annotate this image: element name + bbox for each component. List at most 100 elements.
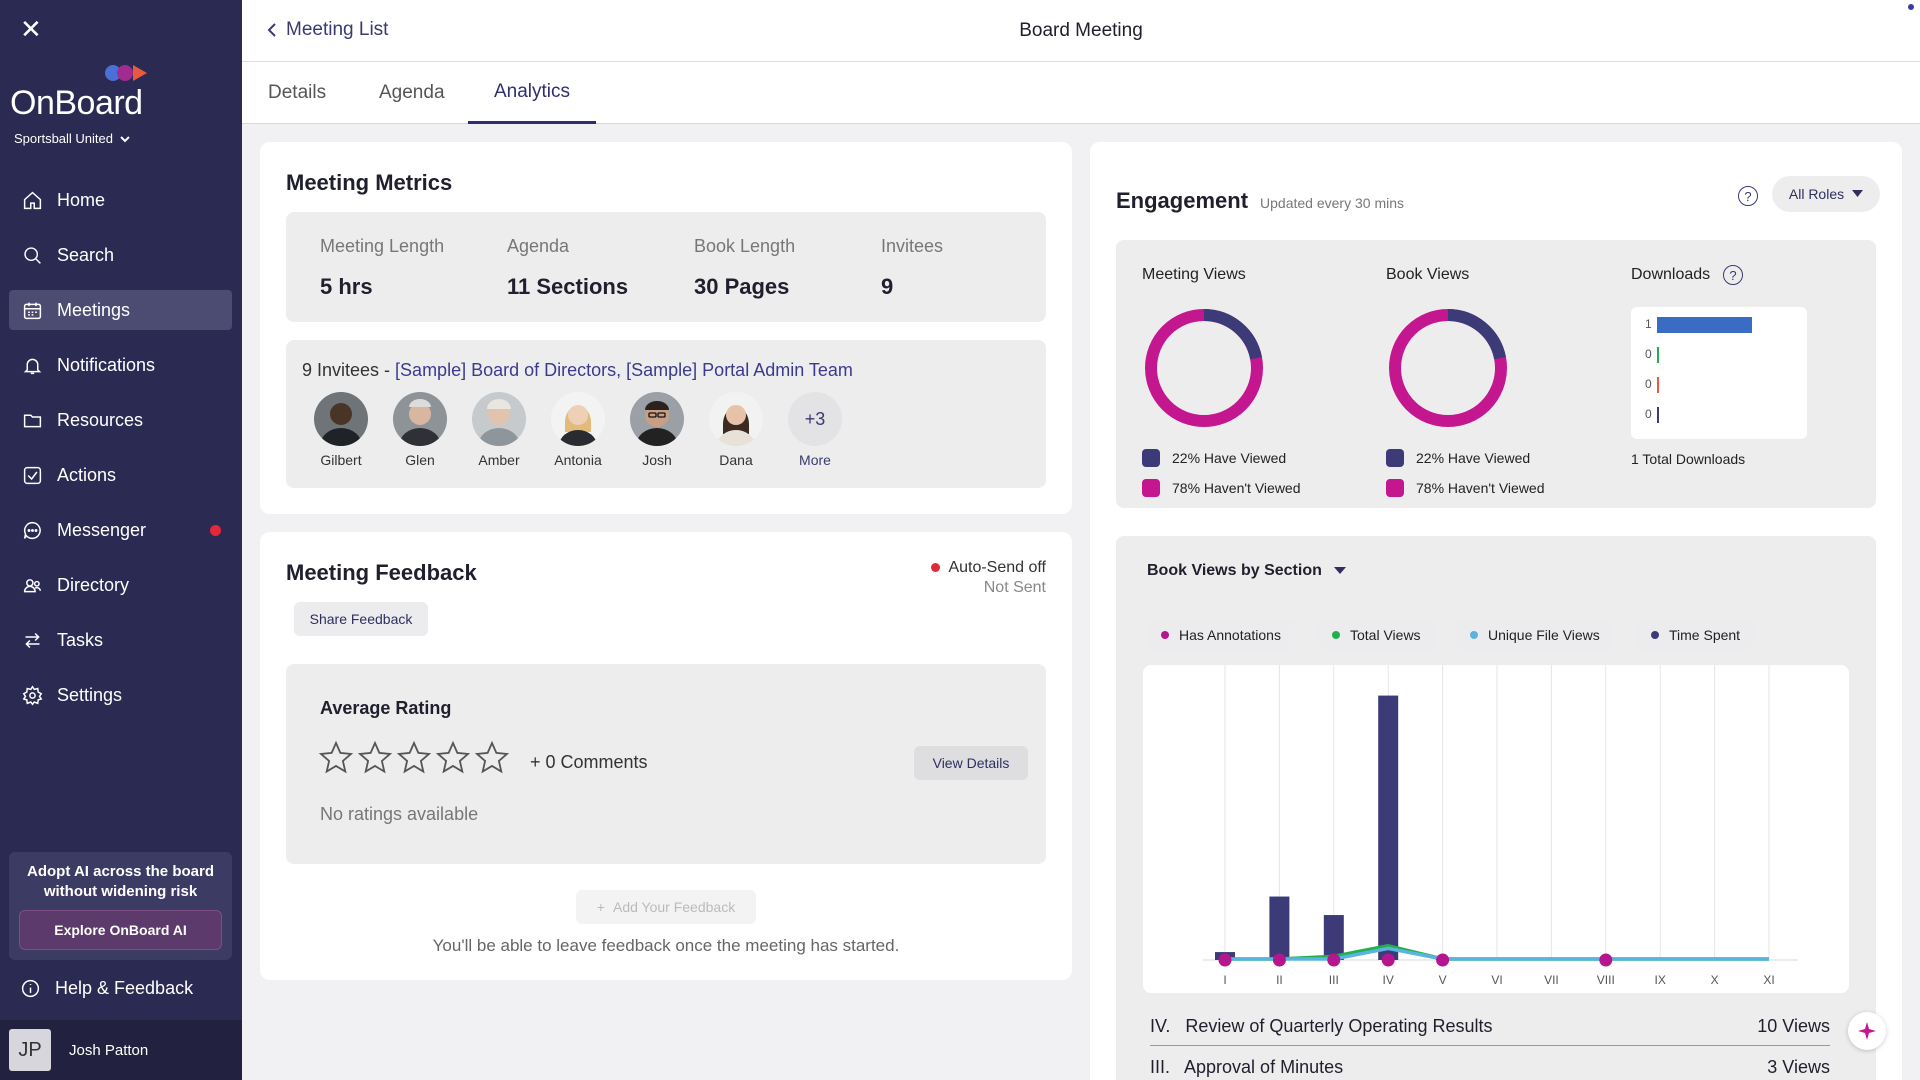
legend-label: Time Spent (1669, 627, 1741, 643)
back-to-meeting-list[interactable]: Meeting List (266, 19, 388, 41)
metric-value: 11 Sections (507, 274, 629, 299)
invitee-name: Gilbert (320, 452, 362, 468)
annotation-marker[interactable] (1381, 953, 1395, 967)
org-name: Sportsball United (14, 131, 113, 146)
gear-icon (20, 683, 44, 707)
sidebar-item-notifications[interactable]: Notifications (9, 345, 232, 385)
sidebar-item-meetings[interactable]: Meetings (9, 290, 232, 330)
annotation-marker[interactable] (1272, 953, 1286, 967)
sidebar-item-resources[interactable]: Resources (9, 400, 232, 440)
x-tick-label: III (1329, 973, 1339, 987)
add-feedback-button[interactable]: + Add Your Feedback (576, 890, 756, 924)
org-switcher[interactable]: Sportsball United (14, 131, 131, 146)
donut-viewed (1145, 309, 1263, 427)
total-downloads: 1 Total Downloads (1631, 451, 1746, 467)
sidebar-item-actions[interactable]: Actions (9, 455, 232, 495)
invitee-gilbert[interactable]: Gilbert (311, 392, 371, 468)
avatar (709, 392, 763, 446)
legend-label: 22% Have Viewed (1416, 450, 1531, 466)
sidebar-item-search[interactable]: Search (9, 235, 232, 275)
calendar-icon (20, 298, 44, 322)
invitee-amber[interactable]: Amber (469, 392, 529, 468)
caret-down-icon (1852, 190, 1864, 197)
sidebar-item-label: Home (57, 189, 106, 210)
tab-agenda[interactable]: Agenda (379, 82, 445, 103)
star-icon[interactable] (474, 740, 510, 776)
help-icon[interactable]: ? (1723, 265, 1743, 285)
legend-label: Has Annotations (1179, 627, 1281, 643)
view-details-button[interactable]: View Details (914, 746, 1028, 780)
sidebar: ✕ OnBoard Sportsball United Home Search … (0, 0, 242, 1080)
invitee-antonia[interactable]: Antonia (548, 392, 608, 468)
sidebar-item-label: Notifications (57, 354, 156, 375)
metric-label: Agenda (507, 236, 570, 256)
close-icon[interactable]: ✕ (20, 14, 42, 44)
section-chart: I II III IV V VI VII VIII IX X XI (1143, 665, 1849, 993)
bar-time-spent (1378, 695, 1399, 960)
legend-dot (1161, 631, 1169, 639)
legend-has-annotations[interactable]: Has Annotations (1147, 620, 1295, 650)
tab-analytics[interactable]: Analytics (468, 62, 596, 124)
share-feedback-button[interactable]: Share Feedback (294, 602, 428, 636)
star-icon[interactable] (396, 740, 432, 776)
sidebar-item-label: Actions (57, 464, 117, 485)
section-views: 3 Views (1767, 1057, 1830, 1077)
sidebar-item-settings[interactable]: Settings (9, 675, 232, 715)
user-name: Josh Patton (69, 1041, 149, 1059)
sidebar-item-messenger[interactable]: Messenger (9, 510, 232, 550)
sidebar-item-label: Settings (57, 684, 123, 705)
help-feedback-link[interactable]: Help & Feedback (20, 978, 193, 999)
sidebar-item-home[interactable]: Home (9, 180, 232, 220)
star-icon[interactable] (357, 740, 393, 776)
help-icon[interactable]: ? (1738, 186, 1758, 206)
annotation-marker[interactable] (1599, 953, 1613, 967)
avatar (551, 392, 605, 446)
invitee-glen[interactable]: Glen (390, 392, 450, 468)
meeting-views-title: Meeting Views (1142, 266, 1246, 283)
legend-dot (1651, 631, 1659, 639)
sidebar-item-label: Tasks (57, 629, 104, 650)
x-tick-label: I (1223, 973, 1226, 987)
search-icon (20, 243, 44, 267)
legend-time-spent[interactable]: Time Spent (1637, 620, 1755, 650)
annotation-marker[interactable] (1327, 953, 1341, 967)
metric-label: Book Length (694, 236, 796, 256)
sidebar-item-label: Directory (57, 574, 130, 595)
legend-dot (1332, 631, 1340, 639)
star-icon[interactable] (318, 740, 354, 776)
rating-stars[interactable] (318, 740, 513, 781)
section-chart-svg: I II III IV V VI VII VIII IX X XI (1203, 665, 1798, 987)
add-feedback-label: Add Your Feedback (612, 899, 736, 915)
metric-value: 9 (881, 274, 894, 299)
section-chart-dropdown[interactable]: Book Views by Section (1147, 562, 1346, 580)
star-icon[interactable] (435, 740, 471, 776)
more-invitees-button[interactable]: +3 More (785, 392, 845, 468)
sparkle-icon (1858, 1022, 1876, 1040)
explore-ai-button[interactable]: Explore OnBoard AI (19, 910, 222, 950)
legend-unique-file-views[interactable]: Unique File Views (1456, 620, 1614, 650)
roles-dropdown[interactable]: All Roles (1772, 176, 1880, 212)
invitee-groups-link[interactable]: [Sample] Board of Directors, [Sample] Po… (395, 360, 853, 380)
tab-details[interactable]: Details (268, 82, 327, 103)
sidebar-item-tasks[interactable]: Tasks (9, 620, 232, 660)
user-profile[interactable]: JP Josh Patton (0, 1020, 242, 1080)
annotation-marker[interactable] (1436, 953, 1450, 967)
sidebar-item-label: Messenger (57, 519, 147, 540)
info-icon (21, 979, 40, 998)
ai-assistant-button[interactable] (1848, 1012, 1886, 1050)
invitee-dana[interactable]: Dana (706, 392, 766, 468)
no-ratings-text: No ratings available (320, 804, 479, 824)
invitee-josh[interactable]: Josh (627, 392, 687, 468)
annotation-marker[interactable] (1218, 953, 1232, 967)
section-row[interactable]: III. Approval of Minutes 3 Views (1150, 1057, 1830, 1078)
invitee-name: Glen (405, 452, 435, 468)
sidebar-item-label: Resources (57, 409, 144, 430)
legend-label: Unique File Views (1488, 627, 1600, 643)
invitees-box: 9 Invitees - [Sample] Board of Directors… (286, 340, 1046, 488)
home-icon (20, 188, 44, 212)
legend-total-views[interactable]: Total Views (1318, 620, 1435, 650)
auto-send-status: Auto-Send off Not Sent (931, 558, 1046, 598)
section-row[interactable]: IV. Review of Quarterly Operating Result… (1150, 1016, 1830, 1046)
sidebar-item-directory[interactable]: Directory (9, 565, 232, 605)
avatar: JP (9, 1029, 51, 1071)
